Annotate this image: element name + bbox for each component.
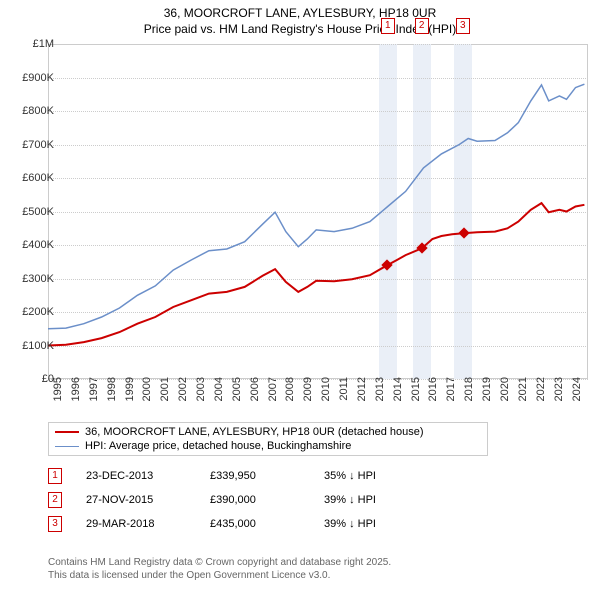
legend-swatch-property xyxy=(55,431,79,433)
x-axis-label: 2013 xyxy=(374,377,386,417)
sale-diff: 35% ↓ HPI xyxy=(324,470,424,482)
x-axis-label: 1995 xyxy=(52,377,64,417)
sale-row-marker: 3 xyxy=(48,516,62,532)
legend-item-property: 36, MOORCROFT LANE, AYLESBURY, HP18 0UR … xyxy=(55,425,481,439)
y-axis-label: £500K xyxy=(8,206,54,218)
sale-diff: 39% ↓ HPI xyxy=(324,518,424,530)
x-axis-label: 2007 xyxy=(267,377,279,417)
x-axis-label: 2015 xyxy=(410,377,422,417)
x-axis-label: 2017 xyxy=(445,377,457,417)
x-axis-label: 2002 xyxy=(177,377,189,417)
y-axis-label: £0 xyxy=(8,373,54,385)
x-axis-label: 2004 xyxy=(213,377,225,417)
y-axis-label: £1M xyxy=(8,38,54,50)
legend-label-hpi: HPI: Average price, detached house, Buck… xyxy=(85,440,351,452)
x-axis-label: 2011 xyxy=(338,377,350,417)
legend-label-property: 36, MOORCROFT LANE, AYLESBURY, HP18 0UR … xyxy=(85,426,424,438)
legend-item-hpi: HPI: Average price, detached house, Buck… xyxy=(55,439,481,453)
chart-container: 36, MOORCROFT LANE, AYLESBURY, HP18 0UR … xyxy=(0,0,600,590)
series-property xyxy=(48,203,584,345)
x-axis-label: 2016 xyxy=(427,377,439,417)
legend-swatch-hpi xyxy=(55,446,79,447)
y-axis-label: £800K xyxy=(8,105,54,117)
x-axis-label: 2009 xyxy=(302,377,314,417)
sale-row-3: 3 29-MAR-2018 £435,000 39% ↓ HPI xyxy=(48,512,424,536)
series-hpi xyxy=(48,84,584,329)
sale-price: £390,000 xyxy=(210,494,300,506)
callout-marker-1: 1 xyxy=(381,18,395,34)
x-axis-label: 2008 xyxy=(284,377,296,417)
callout-marker-2: 2 xyxy=(415,18,429,34)
x-axis-label: 2021 xyxy=(517,377,529,417)
title-line-2: Price paid vs. HM Land Registry's House … xyxy=(0,22,600,38)
y-axis-label: £200K xyxy=(8,306,54,318)
x-axis-label: 1997 xyxy=(88,377,100,417)
x-axis-label: 2014 xyxy=(392,377,404,417)
x-axis-label: 1999 xyxy=(124,377,136,417)
sale-row-marker: 1 xyxy=(48,468,62,484)
callout-marker-3: 3 xyxy=(456,18,470,34)
y-axis-label: £900K xyxy=(8,72,54,84)
sale-row-marker: 2 xyxy=(48,492,62,508)
x-axis-label: 2020 xyxy=(499,377,511,417)
sale-date: 23-DEC-2013 xyxy=(86,470,186,482)
x-axis-label: 2012 xyxy=(356,377,368,417)
sale-price: £339,950 xyxy=(210,470,300,482)
sale-row-1: 1 23-DEC-2013 £339,950 35% ↓ HPI xyxy=(48,464,424,488)
y-axis-label: £600K xyxy=(8,172,54,184)
footer: Contains HM Land Registry data © Crown c… xyxy=(48,556,391,582)
x-axis-label: 2005 xyxy=(231,377,243,417)
y-axis-label: £700K xyxy=(8,139,54,151)
title-block: 36, MOORCROFT LANE, AYLESBURY, HP18 0UR … xyxy=(0,0,600,37)
x-axis-label: 2024 xyxy=(571,377,583,417)
y-axis-label: £300K xyxy=(8,273,54,285)
x-axis-label: 2003 xyxy=(195,377,207,417)
x-axis-label: 2018 xyxy=(463,377,475,417)
y-axis-label: £400K xyxy=(8,239,54,251)
sale-row-2: 2 27-NOV-2015 £390,000 39% ↓ HPI xyxy=(48,488,424,512)
x-axis-label: 2010 xyxy=(320,377,332,417)
x-axis-label: 2000 xyxy=(141,377,153,417)
x-axis-label: 1996 xyxy=(70,377,82,417)
chart-area: 123 xyxy=(48,44,588,379)
x-axis-label: 2006 xyxy=(249,377,261,417)
footer-line-2: This data is licensed under the Open Gov… xyxy=(48,569,391,582)
x-axis-label: 2019 xyxy=(481,377,493,417)
x-axis-label: 2022 xyxy=(535,377,547,417)
legend: 36, MOORCROFT LANE, AYLESBURY, HP18 0UR … xyxy=(48,422,488,456)
footer-line-1: Contains HM Land Registry data © Crown c… xyxy=(48,556,391,569)
sale-diff: 39% ↓ HPI xyxy=(324,494,424,506)
sale-date: 27-NOV-2015 xyxy=(86,494,186,506)
x-axis-label: 1998 xyxy=(106,377,118,417)
chart-lines xyxy=(48,44,588,379)
y-axis-label: £100K xyxy=(8,340,54,352)
sale-date: 29-MAR-2018 xyxy=(86,518,186,530)
x-axis-label: 2023 xyxy=(553,377,565,417)
sales-table: 1 23-DEC-2013 £339,950 35% ↓ HPI 2 27-NOV-201… xyxy=(48,464,424,536)
title-line-1: 36, MOORCROFT LANE, AYLESBURY, HP18 0UR xyxy=(0,6,600,22)
sale-price: £435,000 xyxy=(210,518,300,530)
x-axis-label: 2001 xyxy=(159,377,171,417)
